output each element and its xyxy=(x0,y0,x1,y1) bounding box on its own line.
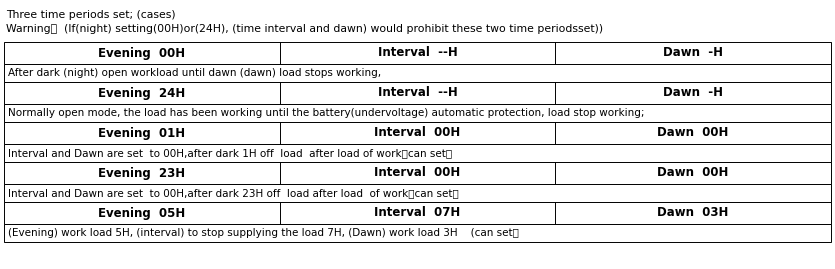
Bar xyxy=(4,64,831,82)
Text: Interval and Dawn are set  to 00H,after dark 1H off  load  after load of work（ca: Interval and Dawn are set to 00H,after d… xyxy=(8,148,452,158)
Bar xyxy=(4,184,831,202)
Text: Interval  --H: Interval --H xyxy=(377,87,458,100)
Text: After dark (night) open workload until dawn (dawn) load stops working,: After dark (night) open workload until d… xyxy=(8,68,381,78)
Bar xyxy=(4,144,831,162)
Text: Three time periods set; (cases): Three time periods set; (cases) xyxy=(6,10,175,20)
Text: Warning：  (If(night) setting(00H)or(24H), (time interval and dawn) would prohibi: Warning： (If(night) setting(00H)or(24H),… xyxy=(6,24,603,34)
Text: Evening  00H: Evening 00H xyxy=(99,47,185,59)
Text: Interval  --H: Interval --H xyxy=(377,47,458,59)
Text: Interval  00H: Interval 00H xyxy=(374,126,461,140)
Text: Evening  05H: Evening 05H xyxy=(99,207,185,220)
Text: Dawn  00H: Dawn 00H xyxy=(657,126,729,140)
Text: Dawn  -H: Dawn -H xyxy=(663,87,723,100)
Text: Dawn  -H: Dawn -H xyxy=(663,47,723,59)
Text: Interval  00H: Interval 00H xyxy=(374,167,461,179)
Text: Evening  23H: Evening 23H xyxy=(99,167,185,179)
Text: Interval and Dawn are set  to 00H,after dark 23H off  load after load  of work（c: Interval and Dawn are set to 00H,after d… xyxy=(8,188,458,198)
Text: Evening  01H: Evening 01H xyxy=(99,126,185,140)
Bar xyxy=(4,122,831,144)
Bar xyxy=(4,162,831,184)
Text: Normally open mode, the load has been working until the battery(undervoltage) au: Normally open mode, the load has been wo… xyxy=(8,108,645,118)
Bar xyxy=(4,82,831,104)
Text: (Evening) work load 5H, (interval) to stop supplying the load 7H, (Dawn) work lo: (Evening) work load 5H, (interval) to st… xyxy=(8,228,519,238)
Bar xyxy=(4,202,831,224)
Text: Dawn  00H: Dawn 00H xyxy=(657,167,729,179)
Text: Dawn  03H: Dawn 03H xyxy=(657,207,729,220)
Text: Evening  24H: Evening 24H xyxy=(99,87,185,100)
Text: Interval  07H: Interval 07H xyxy=(374,207,461,220)
Bar xyxy=(4,104,831,122)
Bar xyxy=(4,42,831,64)
Bar xyxy=(4,224,831,242)
